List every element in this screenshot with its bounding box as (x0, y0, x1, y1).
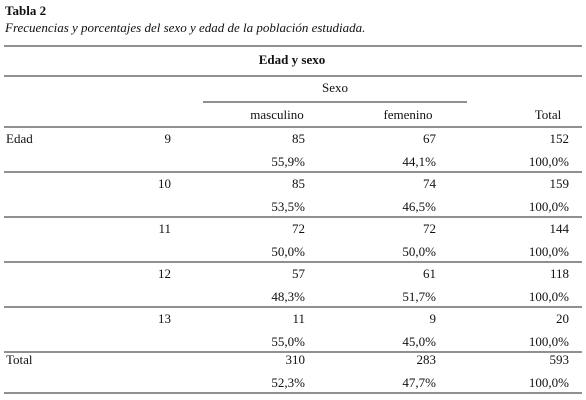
row-header: Edad (6, 131, 33, 146)
percent-cell: 50,0% (271, 244, 305, 259)
count-cell: 593 (550, 352, 570, 367)
percent-cell: 100,0% (529, 244, 569, 259)
percent-cell: 55,0% (271, 334, 305, 349)
count-cell: 72 (423, 221, 436, 236)
count-cell: 144 (550, 221, 570, 236)
count-cell: 152 (550, 131, 570, 146)
count-cell: 283 (417, 352, 437, 367)
age-label: 11 (158, 221, 171, 236)
age-label: 9 (165, 131, 172, 146)
count-cell: 159 (550, 176, 570, 191)
count-cell: 9 (430, 311, 437, 326)
column-header: femenino (383, 107, 432, 122)
group-header: Sexo (322, 80, 348, 95)
percent-cell: 46,5% (402, 199, 436, 214)
caption: Edad y sexo (259, 52, 325, 67)
total-label: Total (6, 352, 33, 367)
percent-cell: 44,1% (402, 154, 436, 169)
percent-cell: 100,0% (529, 375, 569, 390)
percent-cell: 48,3% (271, 289, 305, 304)
percent-cell: 100,0% (529, 334, 569, 349)
count-cell: 67 (423, 131, 437, 146)
column-header: masculino (250, 107, 303, 122)
count-cell: 74 (423, 176, 437, 191)
subtitle: Frecuencias y porcentajes del sexo y eda… (4, 20, 365, 35)
percent-cell: 47,7% (402, 375, 436, 390)
count-cell: 310 (286, 352, 306, 367)
percent-cell: 50,0% (402, 244, 436, 259)
percent-cell: 100,0% (529, 199, 569, 214)
count-cell: 20 (556, 311, 569, 326)
count-cell: 11 (292, 311, 305, 326)
count-cell: 85 (292, 176, 305, 191)
count-cell: 72 (292, 221, 305, 236)
count-cell: 57 (292, 266, 306, 281)
percent-cell: 100,0% (529, 289, 569, 304)
percent-cell: 53,5% (271, 199, 305, 214)
count-cell: 61 (423, 266, 436, 281)
column-header: Total (535, 107, 562, 122)
count-cell: 118 (550, 266, 569, 281)
age-label: 10 (158, 176, 171, 191)
count-cell: 85 (292, 131, 305, 146)
age-label: 12 (158, 266, 171, 281)
age-label: 13 (158, 311, 171, 326)
title: Tabla 2 (5, 3, 46, 18)
percent-cell: 55,9% (271, 154, 305, 169)
percent-cell: 51,7% (402, 289, 436, 304)
percent-cell: 52,3% (271, 375, 305, 390)
percent-cell: 100,0% (529, 154, 569, 169)
percent-cell: 45,0% (402, 334, 436, 349)
